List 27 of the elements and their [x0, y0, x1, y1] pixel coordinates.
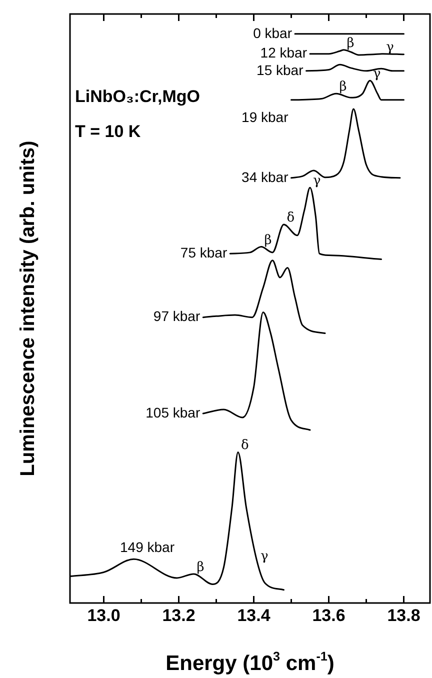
annotation: LiNbO₃:Cr,MgO	[75, 87, 200, 106]
annotation: δ	[286, 210, 295, 226]
annotation: γ	[373, 66, 381, 82]
x-tick-label: 13.8	[387, 606, 420, 625]
annotation: γ	[386, 40, 394, 55]
x-tick-label: 13.0	[87, 606, 120, 625]
annotation: T = 10 K	[75, 122, 142, 141]
annotation: γ	[260, 549, 268, 564]
annotation: γ	[313, 174, 321, 189]
series-label: 75 kbar	[180, 244, 228, 260]
annotation: β	[196, 560, 204, 575]
series-label: 12 kbar	[260, 44, 308, 61]
x-tick-label: 13.6	[312, 606, 346, 625]
series-label: 15 kbar	[256, 62, 304, 78]
annotation: δ	[241, 438, 249, 454]
series-label: 149 kbar	[120, 539, 175, 556]
annotation: β	[346, 36, 354, 51]
series-label: 19 kbar	[242, 108, 289, 125]
series-label: 105 kbar	[146, 404, 200, 420]
y-axis-title: Luminescence intensity (arb. units)	[17, 140, 39, 476]
series-label: 97 kbar	[153, 308, 200, 324]
series-label: 34 kbar	[242, 168, 289, 185]
annotation: β	[339, 80, 347, 95]
annotation: β	[264, 232, 272, 248]
x-tick-label: 13.4	[237, 606, 271, 625]
x-tick-label: 13.2	[162, 606, 196, 625]
legend-label: 0 kbar	[253, 24, 292, 41]
